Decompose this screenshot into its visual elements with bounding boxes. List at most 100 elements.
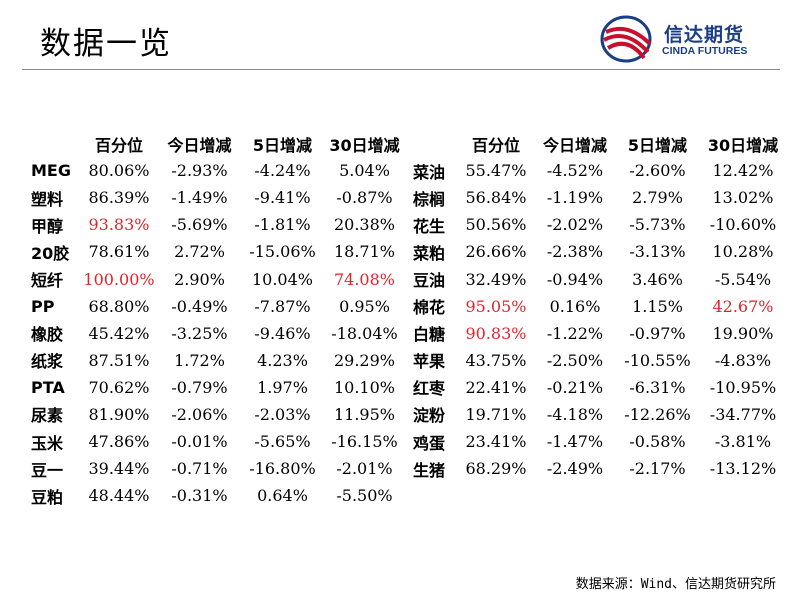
table-row: 豆一 39.44% -0.71% -16.80% -2.01%: [31, 455, 403, 482]
percentile-cell: 47.86%: [88, 432, 150, 452]
thirty-day-change-cell: -10.95%: [709, 377, 777, 397]
five-day-change-cell: -7.87%: [254, 296, 311, 316]
commodity-name: 豆一: [31, 460, 64, 480]
today-change-cell: -1.19%: [546, 188, 604, 208]
percentile-cell: 93.83%: [88, 215, 150, 235]
commodity-name: PP: [31, 296, 55, 316]
five-day-change-cell: -10.55%: [624, 350, 691, 370]
header-30day-change: 30日增减: [707, 135, 779, 155]
percentile-cell: 22.41%: [465, 377, 527, 397]
thirty-day-change-cell: 74.08%: [333, 269, 395, 289]
five-day-change-cell: -16.80%: [249, 459, 316, 479]
percentile-cell: 70.62%: [88, 377, 150, 397]
header-30day-change: 30日增减: [329, 135, 400, 155]
thirty-day-change-cell: -10.60%: [709, 215, 777, 235]
table-row: 白糖 90.83% -1.22% -0.97% 19.90%: [413, 320, 786, 347]
thirty-day-change-cell: 12.42%: [712, 161, 774, 181]
today-change-cell: -4.52%: [546, 161, 604, 181]
company-logo: 信达期货 CINDA FUTURES: [598, 14, 778, 64]
commodity-name: 生猪: [413, 460, 446, 480]
commodity-name: 豆粕: [31, 487, 64, 507]
percentile-cell: 68.80%: [88, 296, 150, 316]
today-change-cell: -0.94%: [546, 269, 604, 289]
logo-text-en: CINDA FUTURES: [662, 45, 748, 57]
percentile-cell: 80.06%: [88, 161, 150, 181]
commodity-name: 纸浆: [31, 352, 64, 372]
commodity-name: 20胶: [31, 243, 70, 263]
thirty-day-change-cell: 10.10%: [333, 377, 395, 397]
percentile-cell: 32.49%: [465, 269, 527, 289]
thirty-day-change-cell: -3.81%: [714, 432, 772, 452]
commodity-name: 菜粕: [413, 243, 446, 263]
commodity-name: 橡胶: [31, 325, 64, 345]
five-day-change-cell: -5.73%: [629, 215, 686, 235]
header-percentile: 百分位: [94, 135, 143, 155]
thirty-day-change-cell: -5.50%: [336, 486, 393, 506]
header-divider: [22, 69, 780, 70]
today-change-cell: -2.93%: [171, 161, 228, 181]
today-change-cell: 1.72%: [174, 350, 225, 370]
five-day-change-cell: 1.97%: [257, 377, 308, 397]
today-change-cell: -0.79%: [171, 377, 228, 397]
table-row: MEG 80.06% -2.93% -4.24% 5.04%: [31, 157, 403, 184]
percentile-cell: 50.56%: [465, 215, 527, 235]
five-day-change-cell: 1.15%: [632, 296, 683, 316]
percentile-cell: 56.84%: [465, 188, 527, 208]
commodity-name: PTA: [31, 377, 65, 397]
table-row: PTA 70.62% -0.79% 1.97% 10.10%: [31, 374, 403, 401]
commodity-name: 红枣: [413, 379, 446, 399]
percentile-cell: 19.71%: [465, 404, 527, 424]
five-day-change-cell: 3.46%: [632, 269, 683, 289]
table-row: 20胶 78.61% 2.72% -15.06% 18.71%: [31, 238, 403, 265]
thirty-day-change-cell: -34.77%: [709, 404, 777, 424]
table-row: 尿素 81.90% -2.06% -2.03% 11.95%: [31, 401, 403, 428]
table-row: 苹果 43.75% -2.50% -10.55% -4.83%: [413, 347, 786, 374]
five-day-change-cell: -6.31%: [629, 377, 686, 397]
header-5day-change: 5日增减: [627, 135, 688, 155]
table-row: 生猪 68.29% -2.49% -2.17% -13.12%: [413, 455, 786, 482]
thirty-day-change-cell: 10.28%: [712, 242, 774, 262]
thirty-day-change-cell: 5.04%: [339, 161, 390, 181]
header-5day-change: 5日增减: [252, 135, 313, 155]
today-change-cell: -0.31%: [171, 486, 228, 506]
five-day-change-cell: -1.81%: [254, 215, 311, 235]
five-day-change-cell: 0.64%: [257, 486, 308, 506]
table-header-row: 百分位 今日增减 5日增减 30日增减: [31, 130, 403, 157]
five-day-change-cell: -0.97%: [629, 323, 686, 343]
table-row: 豆粕 48.44% -0.31% 0.64% -5.50%: [31, 482, 403, 509]
table-row: 玉米 47.86% -0.01% -5.65% -16.15%: [31, 428, 403, 455]
percentile-cell: 95.05%: [465, 296, 527, 316]
table-row: PP 68.80% -0.49% -7.87% 0.95%: [31, 293, 403, 320]
commodity-name: 甲醇: [31, 216, 64, 236]
five-day-change-cell: -12.26%: [624, 404, 691, 424]
commodity-name: 短纤: [31, 271, 64, 291]
table-row: 短纤 100.00% 2.90% 10.04% 74.08%: [31, 265, 403, 292]
thirty-day-change-cell: 19.90%: [712, 323, 774, 343]
table-row: 红枣 22.41% -0.21% -6.31% -10.95%: [413, 374, 786, 401]
header-percentile: 百分位: [471, 135, 520, 155]
commodity-name: 玉米: [31, 433, 64, 453]
commodity-name: 棕榈: [413, 189, 446, 209]
percentile-cell: 45.42%: [88, 323, 150, 343]
data-source-note: 数据来源：Wind、信达期货研究所: [575, 577, 776, 592]
five-day-change-cell: -2.17%: [629, 459, 686, 479]
five-day-change-cell: -9.46%: [254, 323, 311, 343]
commodity-name: 苹果: [413, 352, 446, 372]
table-row: 纸浆 87.51% 1.72% 4.23% 29.29%: [31, 347, 403, 374]
commodity-name: 花生: [413, 216, 446, 236]
five-day-change-cell: -15.06%: [249, 242, 316, 262]
five-day-change-cell: 10.04%: [251, 269, 313, 289]
percentile-cell: 43.75%: [465, 350, 527, 370]
percentile-cell: 78.61%: [88, 242, 150, 262]
five-day-change-cell: -2.60%: [629, 161, 686, 181]
thirty-day-change-cell: -13.12%: [709, 459, 777, 479]
percentile-cell: 68.29%: [465, 459, 527, 479]
thirty-day-change-cell: -18.04%: [331, 323, 398, 343]
thirty-day-change-cell: -5.54%: [714, 269, 772, 289]
five-day-change-cell: -2.03%: [254, 404, 311, 424]
thirty-day-change-cell: -2.01%: [336, 459, 393, 479]
percentile-cell: 55.47%: [465, 161, 527, 181]
header-today-change: 今日增减: [542, 135, 607, 155]
table-row: 甲醇 93.83% -5.69% -1.81% 20.38%: [31, 211, 403, 238]
today-change-cell: -4.18%: [546, 404, 604, 424]
